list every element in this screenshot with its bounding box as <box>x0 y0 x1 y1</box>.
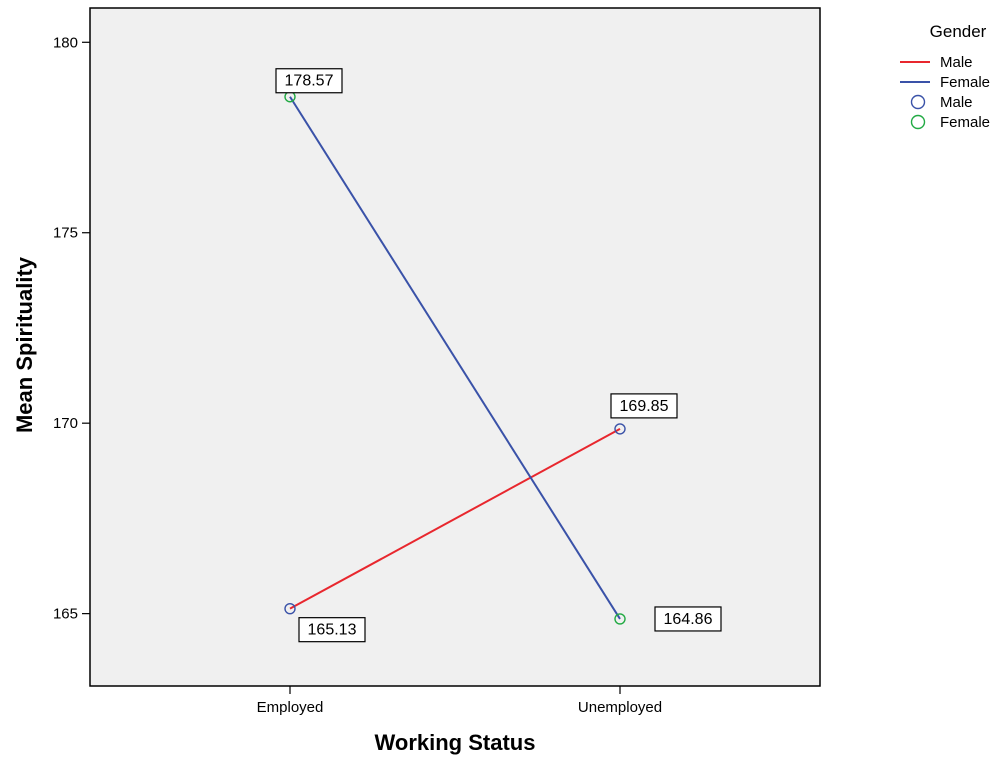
data-label-box <box>654 606 722 632</box>
legend-label: Male <box>940 54 973 71</box>
data-point-female <box>614 613 626 625</box>
legend-label: Female <box>940 114 990 131</box>
series-line-female <box>289 96 621 620</box>
y-tick-label: 170 <box>53 415 78 432</box>
data-label: 169.85 <box>610 393 678 419</box>
data-point-male <box>614 423 626 435</box>
data-label: 178.57 <box>275 68 343 94</box>
y-axis: 165 170 175 180 <box>53 34 90 623</box>
data-labels: 165.13 169.85 178.57 164.86 <box>275 68 722 643</box>
data-point-male <box>284 602 296 615</box>
plot-area <box>89 7 821 687</box>
x-axis: Employed Unemployed <box>257 686 662 716</box>
series-markers <box>284 91 626 625</box>
data-label-box <box>298 617 366 643</box>
data-label: 164.86 <box>654 606 722 632</box>
legend-marker-female <box>910 114 926 130</box>
data-label-text: 169.85 <box>620 398 669 415</box>
data-label-text: 165.13 <box>308 622 357 639</box>
x-tick-label: Unemployed <box>578 699 662 716</box>
legend-title: Gender <box>930 22 987 41</box>
legend-marker-male <box>910 94 926 110</box>
x-axis-title: Working Status <box>375 730 536 755</box>
legend: Gender Male Female Male Female <box>900 22 990 131</box>
legend-label: Female <box>940 74 990 91</box>
data-label: 165.13 <box>298 617 366 643</box>
data-label-text: 178.57 <box>285 73 334 90</box>
y-tick-label: 180 <box>53 34 78 51</box>
data-label-text: 164.86 <box>664 611 713 628</box>
data-label-box <box>275 68 343 94</box>
legend-label: Male <box>940 94 973 111</box>
y-tick-label: 175 <box>53 225 78 242</box>
data-label-box <box>610 393 678 419</box>
y-axis-title: Mean Spirituality <box>12 256 37 433</box>
series-lines <box>289 96 621 620</box>
series-line-male <box>289 428 621 610</box>
x-tick-label: Employed <box>257 699 324 716</box>
y-tick-label: 165 <box>53 606 78 623</box>
